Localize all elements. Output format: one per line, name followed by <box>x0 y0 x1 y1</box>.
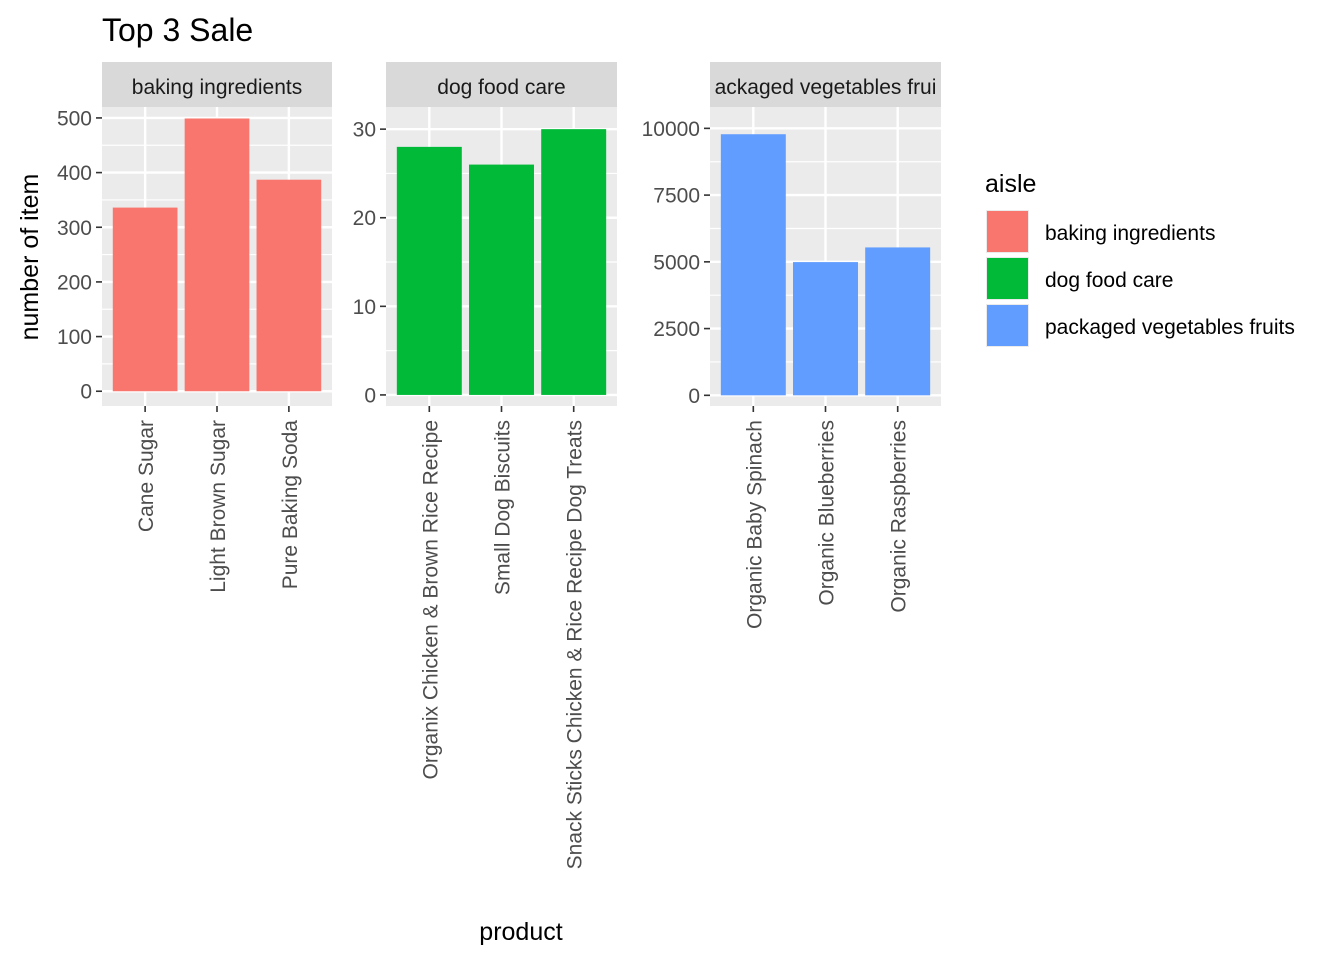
legend-item: packaged vegetables fruits <box>986 304 1295 347</box>
legend-swatch <box>987 211 1028 252</box>
y-tick-label: 10000 <box>642 118 700 141</box>
x-tick-label: Pure Baking Soda <box>279 420 302 590</box>
bar <box>865 247 931 396</box>
x-tick-label: Organic Baby Spinach <box>743 420 766 629</box>
x-tick-label: Organix Chicken & Brown Rice Recipe <box>419 420 442 779</box>
chart-title: Top 3 Sale <box>102 12 253 48</box>
x-tick-label: Small Dog Biscuits <box>492 420 515 595</box>
bar <box>396 146 462 395</box>
y-tick-label: 200 <box>57 271 92 294</box>
legend-swatch <box>987 305 1028 346</box>
legend-title: aisle <box>985 170 1036 198</box>
facet-strip-label: ackaged vegetables frui <box>715 76 937 99</box>
facet-strip-label: dog food care <box>437 76 565 99</box>
legend-items: baking ingredients dog food care packaged … <box>986 210 1295 347</box>
legend-label: dog food care <box>1045 269 1173 292</box>
y-tick-label: 5000 <box>653 251 700 274</box>
bar <box>184 118 250 392</box>
legend-label: packaged vegetables fruits <box>1045 316 1295 339</box>
facet-strip <box>386 62 617 107</box>
x-tick-label: Light Brown Sugar <box>207 420 230 593</box>
bar <box>541 129 607 395</box>
x-axis-label: product <box>479 918 562 946</box>
y-tick-label: 400 <box>57 162 92 185</box>
y-tick-label: 0 <box>80 381 92 404</box>
bar <box>720 134 786 396</box>
facet-strip <box>102 62 332 107</box>
facet-panel: ackaged vegetables frui 0 2500 5000 7500 1000… <box>642 62 941 629</box>
y-tick-label: 100 <box>57 326 92 349</box>
legend: aisle baking ingredients dog food care pac… <box>985 170 1295 347</box>
facet-strip <box>710 62 941 107</box>
y-axis-label: number of item <box>16 174 44 341</box>
y-tick-label: 0 <box>688 385 700 408</box>
facet-panel: dog food care 0 10 20 30 Organix Chicken & Br… <box>353 62 617 869</box>
x-tick-label: Organic Blueberries <box>816 420 839 606</box>
y-tick-label: 7500 <box>653 185 700 208</box>
y-tick-label: 300 <box>57 217 92 240</box>
legend-label: baking ingredients <box>1045 222 1215 245</box>
facet-panel: baking ingredients 0 100 200 300 400 500 Cane S… <box>57 62 332 593</box>
bar <box>112 207 178 392</box>
x-tick-label: Organic Raspberries <box>888 420 911 613</box>
legend-item: baking ingredients <box>986 210 1215 253</box>
legend-item: dog food care <box>986 257 1173 300</box>
y-tick-label: 20 <box>353 207 376 230</box>
y-tick-label: 10 <box>353 296 376 319</box>
bar <box>793 262 858 396</box>
y-tick-label: 30 <box>353 119 376 142</box>
facet-strip-label: baking ingredients <box>132 76 302 99</box>
y-tick-label: 2500 <box>653 318 700 341</box>
bar <box>256 179 322 392</box>
y-tick-label: 0 <box>364 384 376 407</box>
bar <box>469 164 534 395</box>
x-tick-label: Cane Sugar <box>135 420 158 532</box>
x-tick-label: Snack Sticks Chicken & Rice Recipe Dog T… <box>564 420 587 869</box>
y-tick-label: 500 <box>57 107 92 130</box>
legend-swatch <box>987 258 1028 299</box>
